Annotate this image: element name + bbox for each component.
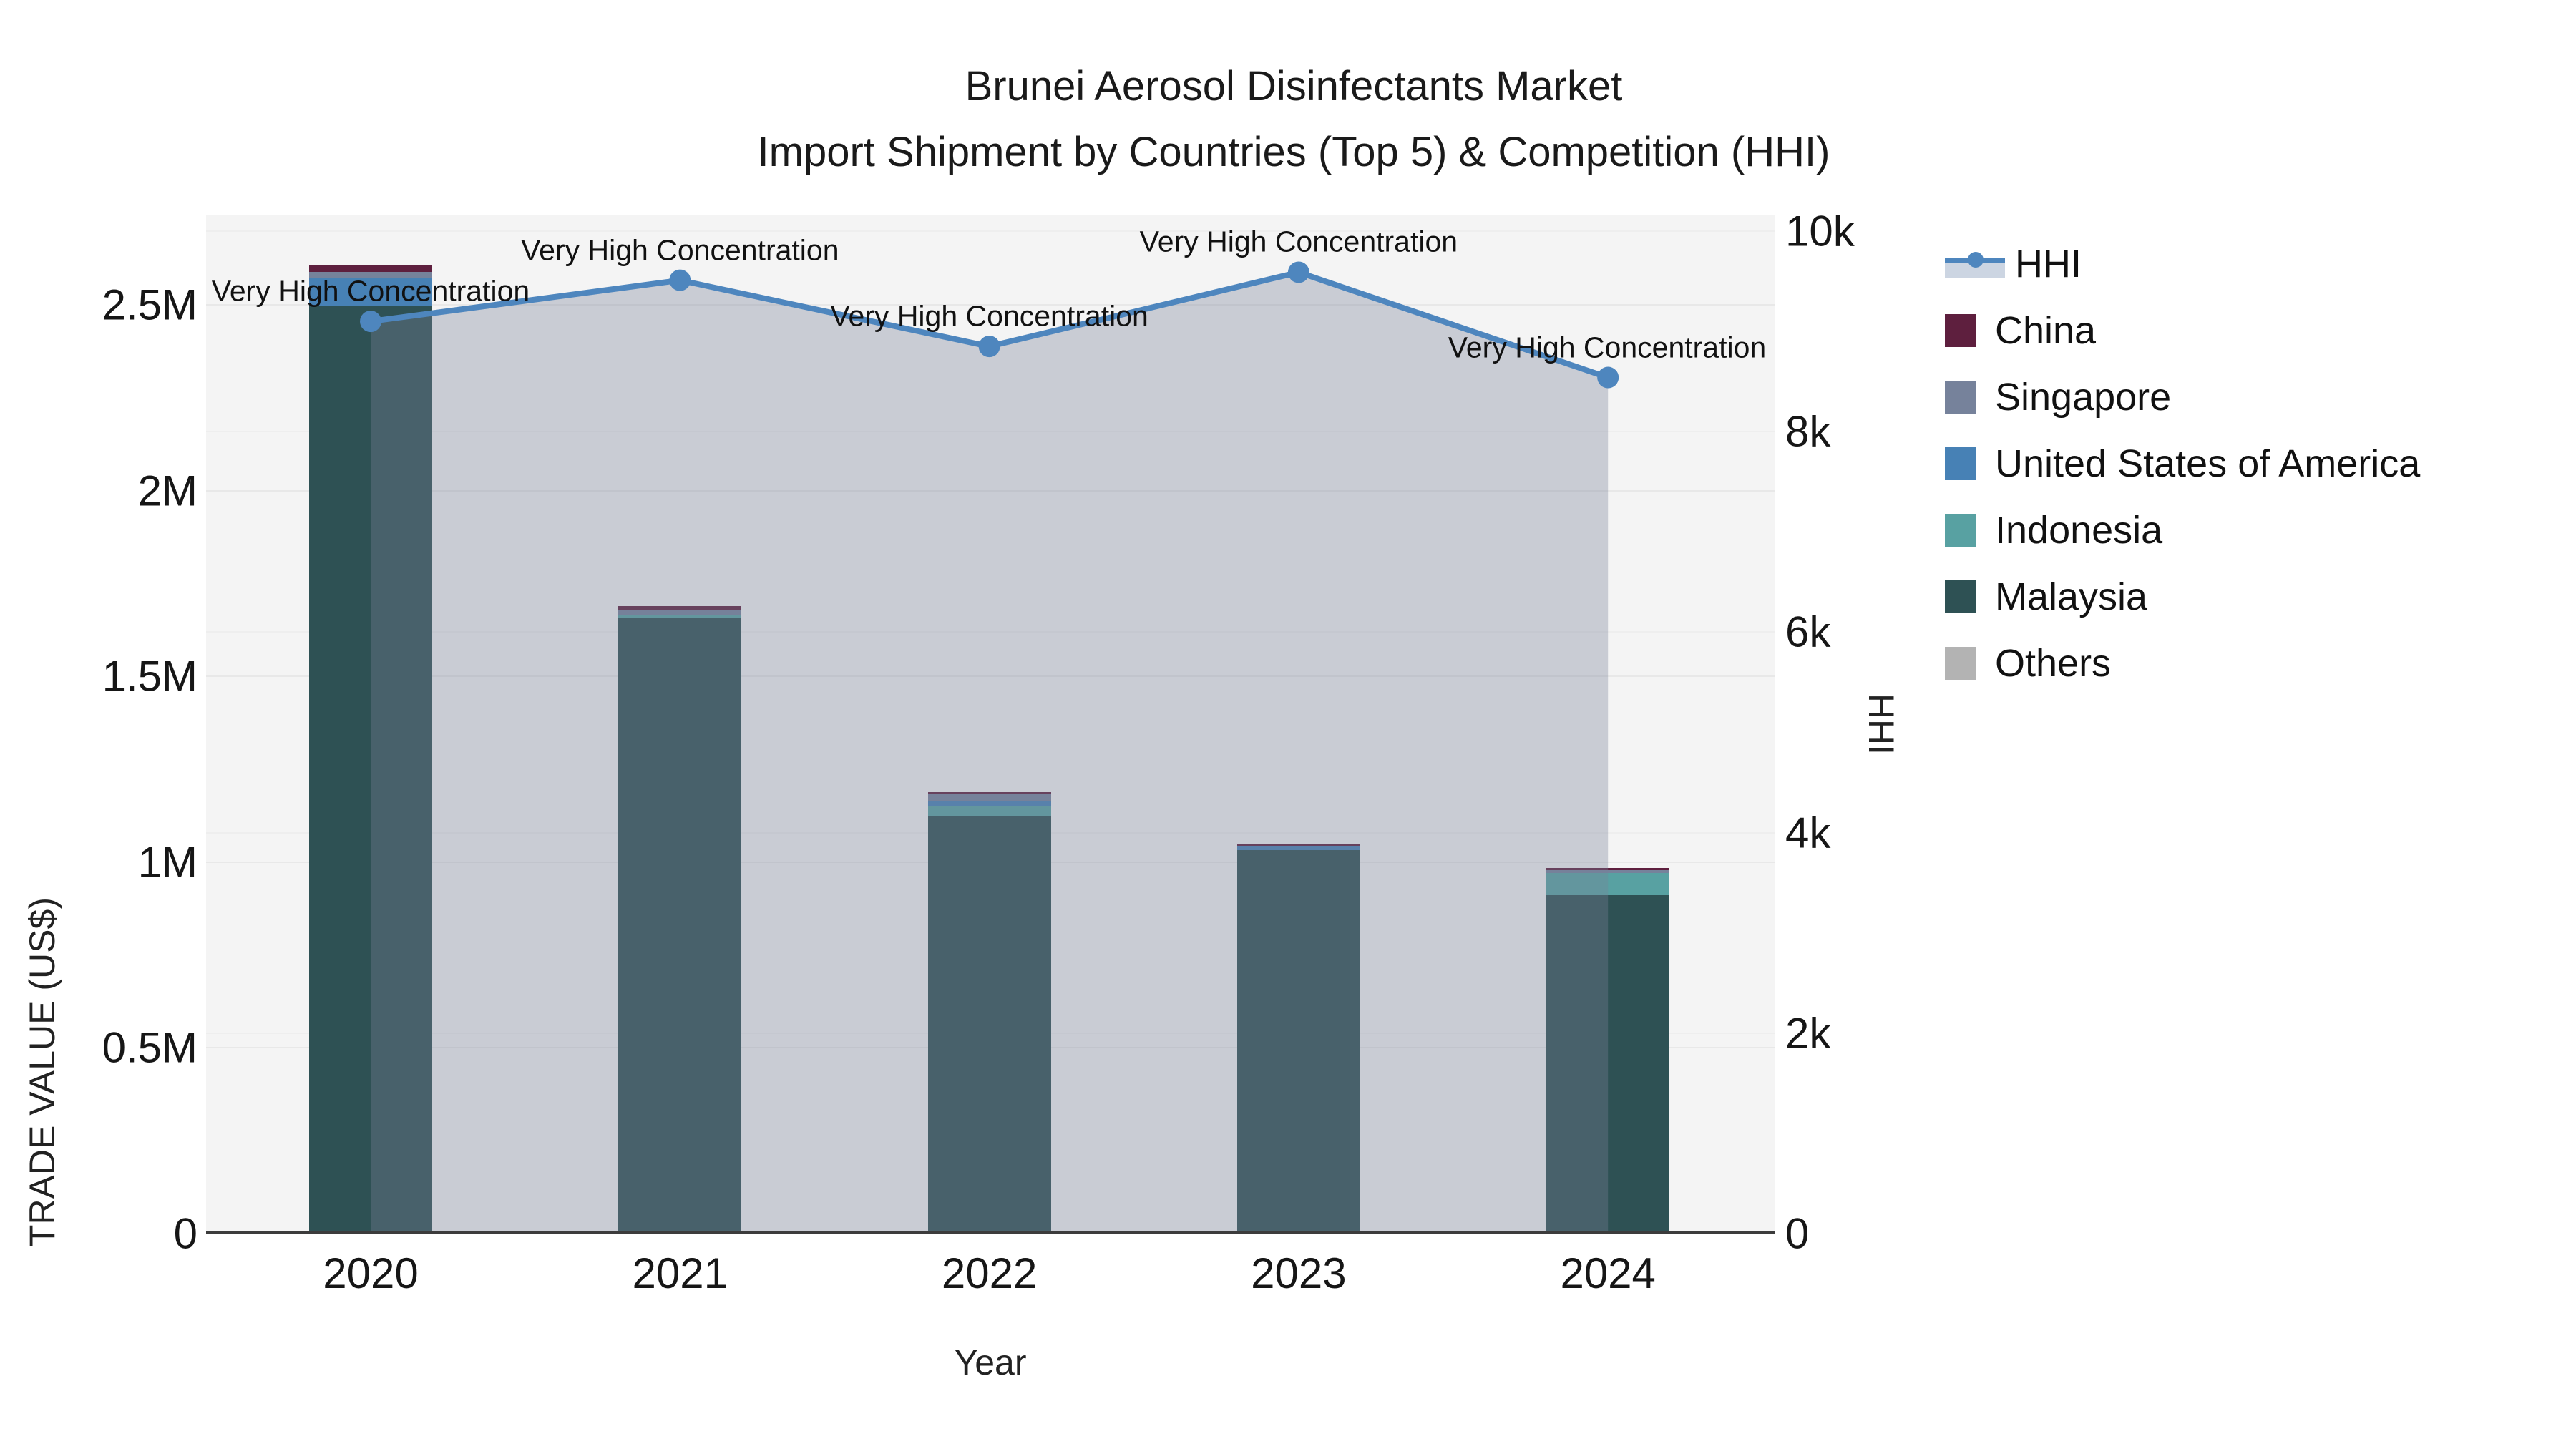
bar-segment-malaysia[interactable] xyxy=(1546,895,1670,1234)
x-tick-label-2022: 2022 xyxy=(941,1249,1038,1297)
left-tick-label: 0.5M xyxy=(102,1023,197,1072)
legend-item-united-states-of-america[interactable]: United States of America xyxy=(1945,430,2420,497)
legend-label: Singapore xyxy=(1995,375,2172,419)
hhi-fill-band xyxy=(1945,262,2005,278)
right-tick-label: 4k xyxy=(1785,809,1831,857)
hhi-annotation-2024: Very High Concentration xyxy=(1448,331,1767,364)
legend-label: HHI xyxy=(2015,242,2082,286)
legend-item-hhi[interactable]: HHI xyxy=(1945,230,2420,297)
left-tick-label: 1.5M xyxy=(102,652,197,701)
hhi-line-icon xyxy=(1945,247,2005,281)
legend-item-indonesia[interactable]: Indonesia xyxy=(1945,497,2420,563)
x-tick-label-2024: 2024 xyxy=(1560,1249,1656,1297)
left-tick-label: 2.5M xyxy=(102,280,197,329)
bar-segment-malaysia[interactable] xyxy=(309,306,432,1234)
chart-title: Brunei Aerosol Disinfectants Market xyxy=(965,63,1623,109)
bar-segment-malaysia[interactable] xyxy=(618,618,742,1234)
legend-item-others[interactable]: Others xyxy=(1945,630,2420,696)
hhi-marker-dot xyxy=(1968,251,1984,268)
bar-segment-singapore[interactable] xyxy=(309,272,432,279)
hhi-marker-2021[interactable] xyxy=(669,269,691,291)
plot-area: Very High Concentration Very High Concent… xyxy=(206,215,1775,1234)
right-tick-label: 0 xyxy=(1785,1209,1810,1258)
hhi-annotation-2022: Very High Concentration xyxy=(830,299,1148,333)
legend-label: Indonesia xyxy=(1995,508,2163,552)
bar-segment-china[interactable] xyxy=(1546,867,1670,870)
hhi-annotation-2020: Very High Concentration xyxy=(211,274,530,308)
x-tick-label-2020: 2020 xyxy=(323,1249,419,1297)
bar-segment-singapore[interactable] xyxy=(1546,869,1670,873)
grid-line xyxy=(206,304,1775,306)
hhi-marker-2024[interactable] xyxy=(1597,366,1619,389)
grid-line xyxy=(206,489,1775,492)
hhi-marker-2023[interactable] xyxy=(1287,261,1309,283)
legend-color-swatch xyxy=(1945,580,1976,613)
bar-segment-indonesia[interactable] xyxy=(618,615,742,618)
bar-segment-china[interactable] xyxy=(1236,844,1360,846)
bar-segment-malaysia[interactable] xyxy=(1236,850,1360,1234)
hhi-annotation-2021: Very High Concentration xyxy=(521,233,839,267)
legend-label: Others xyxy=(1995,641,2112,685)
x-axis-title: Year xyxy=(954,1342,1027,1382)
x-axis-line xyxy=(206,1231,1775,1234)
bar-segment-china[interactable] xyxy=(309,265,432,273)
legend-color-swatch xyxy=(1945,513,1976,547)
chart-subtitle: Import Shipment by Countries (Top 5) & C… xyxy=(757,129,1830,175)
legend-color-swatch xyxy=(1945,313,1976,347)
x-tick-label-2023: 2023 xyxy=(1251,1249,1347,1297)
legend-label: China xyxy=(1995,308,2097,352)
legend-label: Malaysia xyxy=(1995,575,2148,618)
bar-segment-china[interactable] xyxy=(927,792,1051,794)
legend-color-swatch xyxy=(1945,380,1976,414)
legend-item-malaysia[interactable]: Malaysia xyxy=(1945,563,2420,630)
bar-segment-united-states-of-america[interactable] xyxy=(927,801,1051,806)
left-axis-title: TRADE VALUE (US$) xyxy=(22,897,62,1247)
bar-segment-china[interactable] xyxy=(618,605,742,610)
hhi-marker-2022[interactable] xyxy=(978,336,1000,358)
hhi-annotation-2023: Very High Concentration xyxy=(1139,225,1458,258)
x-tick-label-2021: 2021 xyxy=(632,1249,728,1297)
legend-color-swatch xyxy=(1945,447,1976,480)
chart-title-block: Brunei Aerosol Disinfectants Market Impo… xyxy=(572,54,2015,185)
bar-segment-singapore[interactable] xyxy=(927,794,1051,802)
right-tick-label: 10k xyxy=(1785,207,1855,255)
right-tick-label: 6k xyxy=(1785,608,1831,656)
right-tick-label: 2k xyxy=(1785,1009,1831,1058)
grid-line xyxy=(206,230,1775,232)
legend-item-singapore[interactable]: Singapore xyxy=(1945,364,2420,430)
bar-segment-malaysia[interactable] xyxy=(927,816,1051,1234)
hhi-area-fill xyxy=(371,272,1609,1234)
left-tick-label: 1M xyxy=(137,838,197,887)
bar-segment-singapore[interactable] xyxy=(618,610,742,615)
left-tick-label: 2M xyxy=(137,467,197,515)
bar-segment-united-states-of-america[interactable] xyxy=(1236,845,1360,851)
grid-line xyxy=(206,675,1775,678)
legend-item-china[interactable]: China xyxy=(1945,297,2420,364)
legend-color-swatch xyxy=(1945,646,1976,680)
legend-label: United States of America xyxy=(1995,441,2421,485)
grid-line xyxy=(206,431,1775,433)
legend: HHI China Singapore United States of Americ… xyxy=(1945,230,2420,696)
bar-segment-indonesia[interactable] xyxy=(927,806,1051,816)
right-axis-title: HHI xyxy=(1861,693,1901,756)
bar-segment-indonesia[interactable] xyxy=(1546,872,1670,895)
right-tick-label: 8k xyxy=(1785,407,1831,456)
hhi-marker-2020[interactable] xyxy=(360,311,381,333)
bar-segment-united-states-of-america[interactable] xyxy=(309,278,432,307)
left-tick-label: 0 xyxy=(173,1209,197,1258)
grid-line xyxy=(206,631,1775,633)
hhi-line-layer xyxy=(360,261,1619,1234)
